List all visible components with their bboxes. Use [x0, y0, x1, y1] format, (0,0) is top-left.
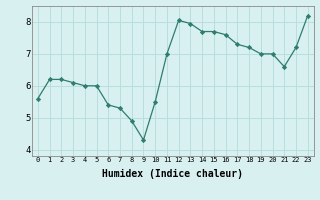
X-axis label: Humidex (Indice chaleur): Humidex (Indice chaleur) [102, 169, 243, 179]
